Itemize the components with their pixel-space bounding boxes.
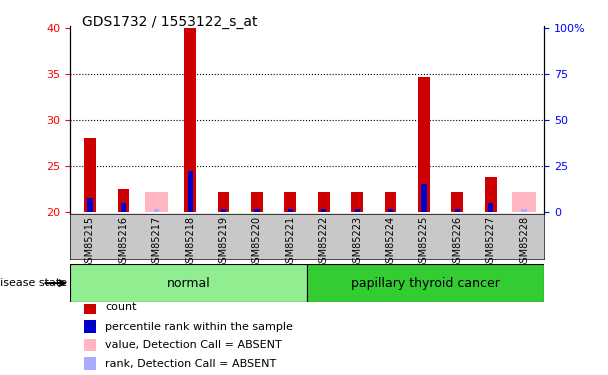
Bar: [251, 192, 263, 212]
Text: rank, Detection Call = ABSENT: rank, Detection Call = ABSENT: [106, 358, 277, 369]
Text: GSM85222: GSM85222: [319, 216, 329, 269]
Bar: [288, 209, 293, 212]
Text: disease state: disease state: [0, 278, 67, 288]
Bar: [522, 209, 527, 212]
Bar: [385, 192, 396, 212]
Bar: [70, 264, 307, 302]
Bar: [88, 198, 92, 212]
Bar: [455, 209, 460, 212]
Text: GSM85221: GSM85221: [285, 216, 295, 269]
Text: count: count: [106, 302, 137, 312]
Bar: [321, 209, 326, 212]
Bar: [254, 209, 260, 212]
Bar: [84, 301, 96, 314]
Bar: [307, 264, 544, 302]
Text: GSM85215: GSM85215: [85, 216, 95, 269]
Text: papillary thyroid cancer: papillary thyroid cancer: [351, 277, 500, 290]
Text: GDS1732 / 1553122_s_at: GDS1732 / 1553122_s_at: [82, 15, 258, 29]
Text: GSM85219: GSM85219: [218, 216, 229, 269]
Text: GSM85227: GSM85227: [486, 216, 496, 269]
Bar: [488, 203, 493, 212]
Text: normal: normal: [167, 277, 210, 290]
Text: GSM85216: GSM85216: [119, 216, 128, 269]
Text: GSM85220: GSM85220: [252, 216, 262, 269]
Text: GSM85224: GSM85224: [385, 216, 396, 269]
Bar: [318, 192, 330, 212]
Bar: [145, 192, 168, 212]
Text: value, Detection Call = ABSENT: value, Detection Call = ABSENT: [106, 340, 282, 350]
Bar: [485, 177, 497, 212]
Text: percentile rank within the sample: percentile rank within the sample: [106, 321, 294, 332]
Bar: [351, 192, 363, 212]
Bar: [117, 189, 129, 212]
Bar: [84, 357, 96, 370]
Bar: [184, 28, 196, 212]
Text: GSM85226: GSM85226: [452, 216, 462, 269]
Bar: [418, 77, 430, 212]
Bar: [354, 209, 360, 212]
Bar: [421, 184, 427, 212]
Bar: [218, 192, 229, 212]
Bar: [388, 209, 393, 212]
Bar: [221, 209, 226, 212]
Bar: [285, 192, 296, 212]
Text: GSM85223: GSM85223: [352, 216, 362, 269]
Bar: [154, 209, 159, 212]
Bar: [452, 192, 463, 212]
Text: GSM85217: GSM85217: [152, 216, 162, 269]
Bar: [84, 138, 96, 212]
Text: GSM85218: GSM85218: [185, 216, 195, 269]
Bar: [187, 171, 193, 212]
Bar: [84, 320, 96, 333]
Bar: [121, 203, 126, 212]
Text: GSM85228: GSM85228: [519, 216, 529, 269]
Bar: [84, 339, 96, 351]
Text: GSM85225: GSM85225: [419, 216, 429, 269]
Bar: [513, 192, 536, 212]
